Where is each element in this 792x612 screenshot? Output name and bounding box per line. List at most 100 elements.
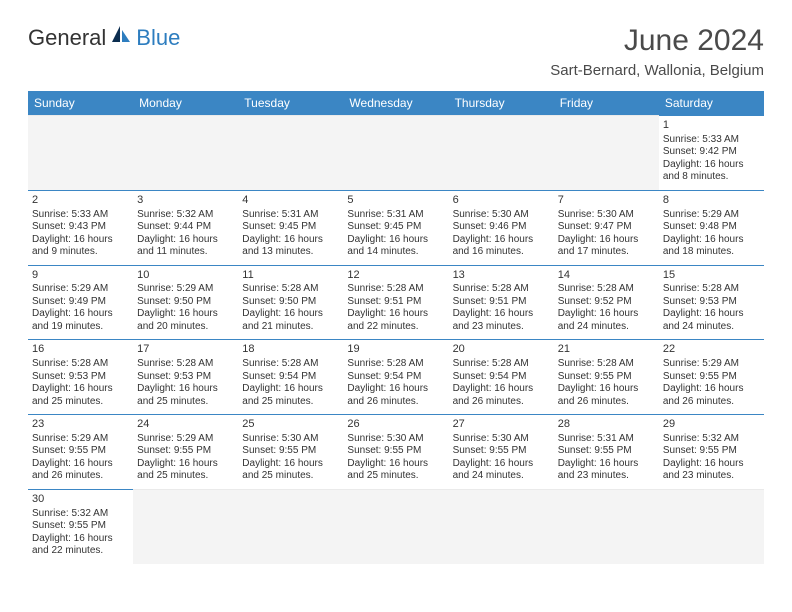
day-number: 8: [663, 194, 760, 208]
sunrise-text: Sunrise: 5:30 AM: [453, 433, 550, 446]
day-number: 11: [242, 269, 339, 283]
day-info: Sunrise: 5:30 AMSunset: 9:47 PMDaylight:…: [558, 209, 655, 259]
sunrise-text: Sunrise: 5:30 AM: [242, 433, 339, 446]
daylight-text: Daylight: 16 hours and 20 minutes.: [137, 308, 234, 333]
day-number: 12: [347, 269, 444, 283]
calendar-cell: 4Sunrise: 5:31 AMSunset: 9:45 PMDaylight…: [238, 190, 343, 265]
daylight-text: Daylight: 16 hours and 26 minutes.: [32, 458, 129, 483]
weekday-header: Sunday: [28, 91, 133, 116]
sunset-text: Sunset: 9:43 PM: [32, 221, 129, 234]
calendar-cell: 12Sunrise: 5:28 AMSunset: 9:51 PMDayligh…: [343, 265, 448, 340]
sunset-text: Sunset: 9:50 PM: [242, 296, 339, 309]
calendar-row: 16Sunrise: 5:28 AMSunset: 9:53 PMDayligh…: [28, 340, 764, 415]
daylight-text: Daylight: 16 hours and 24 minutes.: [663, 308, 760, 333]
day-info: Sunrise: 5:32 AMSunset: 9:55 PMDaylight:…: [32, 508, 129, 558]
day-info: Sunrise: 5:28 AMSunset: 9:54 PMDaylight:…: [242, 358, 339, 408]
sunset-text: Sunset: 9:55 PM: [663, 445, 760, 458]
day-info: Sunrise: 5:28 AMSunset: 9:50 PMDaylight:…: [242, 283, 339, 333]
daylight-text: Daylight: 16 hours and 17 minutes.: [558, 234, 655, 259]
calendar-cell: 9Sunrise: 5:29 AMSunset: 9:49 PMDaylight…: [28, 265, 133, 340]
daylight-text: Daylight: 16 hours and 22 minutes.: [347, 308, 444, 333]
location-text: Sart-Bernard, Wallonia, Belgium: [550, 62, 764, 79]
day-info: Sunrise: 5:29 AMSunset: 9:48 PMDaylight:…: [663, 209, 760, 259]
calendar-cell: 13Sunrise: 5:28 AMSunset: 9:51 PMDayligh…: [449, 265, 554, 340]
daylight-text: Daylight: 16 hours and 14 minutes.: [347, 234, 444, 259]
daylight-text: Daylight: 16 hours and 25 minutes.: [347, 458, 444, 483]
calendar-cell: 11Sunrise: 5:28 AMSunset: 9:50 PMDayligh…: [238, 265, 343, 340]
calendar-cell: 30Sunrise: 5:32 AMSunset: 9:55 PMDayligh…: [28, 489, 133, 563]
calendar-cell: 5Sunrise: 5:31 AMSunset: 9:45 PMDaylight…: [343, 190, 448, 265]
calendar-cell: 19Sunrise: 5:28 AMSunset: 9:54 PMDayligh…: [343, 340, 448, 415]
calendar-cell: [449, 489, 554, 563]
sunset-text: Sunset: 9:47 PM: [558, 221, 655, 234]
sunset-text: Sunset: 9:44 PM: [137, 221, 234, 234]
calendar-row: 1Sunrise: 5:33 AMSunset: 9:42 PMDaylight…: [28, 116, 764, 191]
calendar-cell: 27Sunrise: 5:30 AMSunset: 9:55 PMDayligh…: [449, 415, 554, 490]
day-number: 16: [32, 343, 129, 357]
sunrise-text: Sunrise: 5:28 AM: [453, 358, 550, 371]
day-number: 19: [347, 343, 444, 357]
logo-text-blue: Blue: [136, 25, 180, 51]
sunrise-text: Sunrise: 5:33 AM: [663, 134, 760, 147]
weekday-header: Friday: [554, 91, 659, 116]
calendar-cell: [343, 489, 448, 563]
day-info: Sunrise: 5:30 AMSunset: 9:46 PMDaylight:…: [453, 209, 550, 259]
day-info: Sunrise: 5:29 AMSunset: 9:49 PMDaylight:…: [32, 283, 129, 333]
daylight-text: Daylight: 16 hours and 23 minutes.: [453, 308, 550, 333]
sunrise-text: Sunrise: 5:28 AM: [32, 358, 129, 371]
daylight-text: Daylight: 16 hours and 13 minutes.: [242, 234, 339, 259]
calendar-cell: 2Sunrise: 5:33 AMSunset: 9:43 PMDaylight…: [28, 190, 133, 265]
daylight-text: Daylight: 16 hours and 25 minutes.: [137, 458, 234, 483]
day-number: 7: [558, 194, 655, 208]
sunset-text: Sunset: 9:53 PM: [137, 371, 234, 384]
day-number: 20: [453, 343, 550, 357]
title-block: June 2024 Sart-Bernard, Wallonia, Belgiu…: [550, 24, 764, 79]
sunset-text: Sunset: 9:55 PM: [558, 371, 655, 384]
day-info: Sunrise: 5:32 AMSunset: 9:55 PMDaylight:…: [663, 433, 760, 483]
day-number: 23: [32, 418, 129, 432]
day-number: 10: [137, 269, 234, 283]
daylight-text: Daylight: 16 hours and 16 minutes.: [453, 234, 550, 259]
daylight-text: Daylight: 16 hours and 19 minutes.: [32, 308, 129, 333]
calendar-table: SundayMondayTuesdayWednesdayThursdayFrid…: [28, 91, 764, 564]
day-info: Sunrise: 5:28 AMSunset: 9:53 PMDaylight:…: [32, 358, 129, 408]
sunset-text: Sunset: 9:54 PM: [453, 371, 550, 384]
day-info: Sunrise: 5:31 AMSunset: 9:55 PMDaylight:…: [558, 433, 655, 483]
sunset-text: Sunset: 9:55 PM: [32, 445, 129, 458]
sunrise-text: Sunrise: 5:28 AM: [453, 283, 550, 296]
day-info: Sunrise: 5:28 AMSunset: 9:53 PMDaylight:…: [663, 283, 760, 333]
sunrise-text: Sunrise: 5:29 AM: [137, 433, 234, 446]
daylight-text: Daylight: 16 hours and 26 minutes.: [347, 383, 444, 408]
sunset-text: Sunset: 9:55 PM: [558, 445, 655, 458]
day-number: 15: [663, 269, 760, 283]
calendar-cell: 18Sunrise: 5:28 AMSunset: 9:54 PMDayligh…: [238, 340, 343, 415]
day-info: Sunrise: 5:28 AMSunset: 9:52 PMDaylight:…: [558, 283, 655, 333]
day-info: Sunrise: 5:29 AMSunset: 9:55 PMDaylight:…: [663, 358, 760, 408]
daylight-text: Daylight: 16 hours and 25 minutes.: [32, 383, 129, 408]
day-number: 1: [663, 119, 760, 133]
day-info: Sunrise: 5:30 AMSunset: 9:55 PMDaylight:…: [453, 433, 550, 483]
day-number: 27: [453, 418, 550, 432]
daylight-text: Daylight: 16 hours and 23 minutes.: [663, 458, 760, 483]
calendar-row: 23Sunrise: 5:29 AMSunset: 9:55 PMDayligh…: [28, 415, 764, 490]
day-number: 3: [137, 194, 234, 208]
daylight-text: Daylight: 16 hours and 25 minutes.: [137, 383, 234, 408]
daylight-text: Daylight: 16 hours and 22 minutes.: [32, 533, 129, 558]
logo: General Blue: [28, 24, 180, 52]
calendar-cell: 24Sunrise: 5:29 AMSunset: 9:55 PMDayligh…: [133, 415, 238, 490]
sunrise-text: Sunrise: 5:31 AM: [242, 209, 339, 222]
calendar-cell: 1Sunrise: 5:33 AMSunset: 9:42 PMDaylight…: [659, 116, 764, 191]
sunrise-text: Sunrise: 5:28 AM: [347, 283, 444, 296]
sunrise-text: Sunrise: 5:29 AM: [663, 358, 760, 371]
daylight-text: Daylight: 16 hours and 23 minutes.: [558, 458, 655, 483]
day-number: 9: [32, 269, 129, 283]
day-info: Sunrise: 5:28 AMSunset: 9:55 PMDaylight:…: [558, 358, 655, 408]
day-info: Sunrise: 5:29 AMSunset: 9:55 PMDaylight:…: [137, 433, 234, 483]
calendar-cell: 10Sunrise: 5:29 AMSunset: 9:50 PMDayligh…: [133, 265, 238, 340]
sunrise-text: Sunrise: 5:28 AM: [663, 283, 760, 296]
sunrise-text: Sunrise: 5:28 AM: [558, 283, 655, 296]
calendar-cell: 29Sunrise: 5:32 AMSunset: 9:55 PMDayligh…: [659, 415, 764, 490]
calendar-cell: 8Sunrise: 5:29 AMSunset: 9:48 PMDaylight…: [659, 190, 764, 265]
daylight-text: Daylight: 16 hours and 11 minutes.: [137, 234, 234, 259]
calendar-cell: 28Sunrise: 5:31 AMSunset: 9:55 PMDayligh…: [554, 415, 659, 490]
